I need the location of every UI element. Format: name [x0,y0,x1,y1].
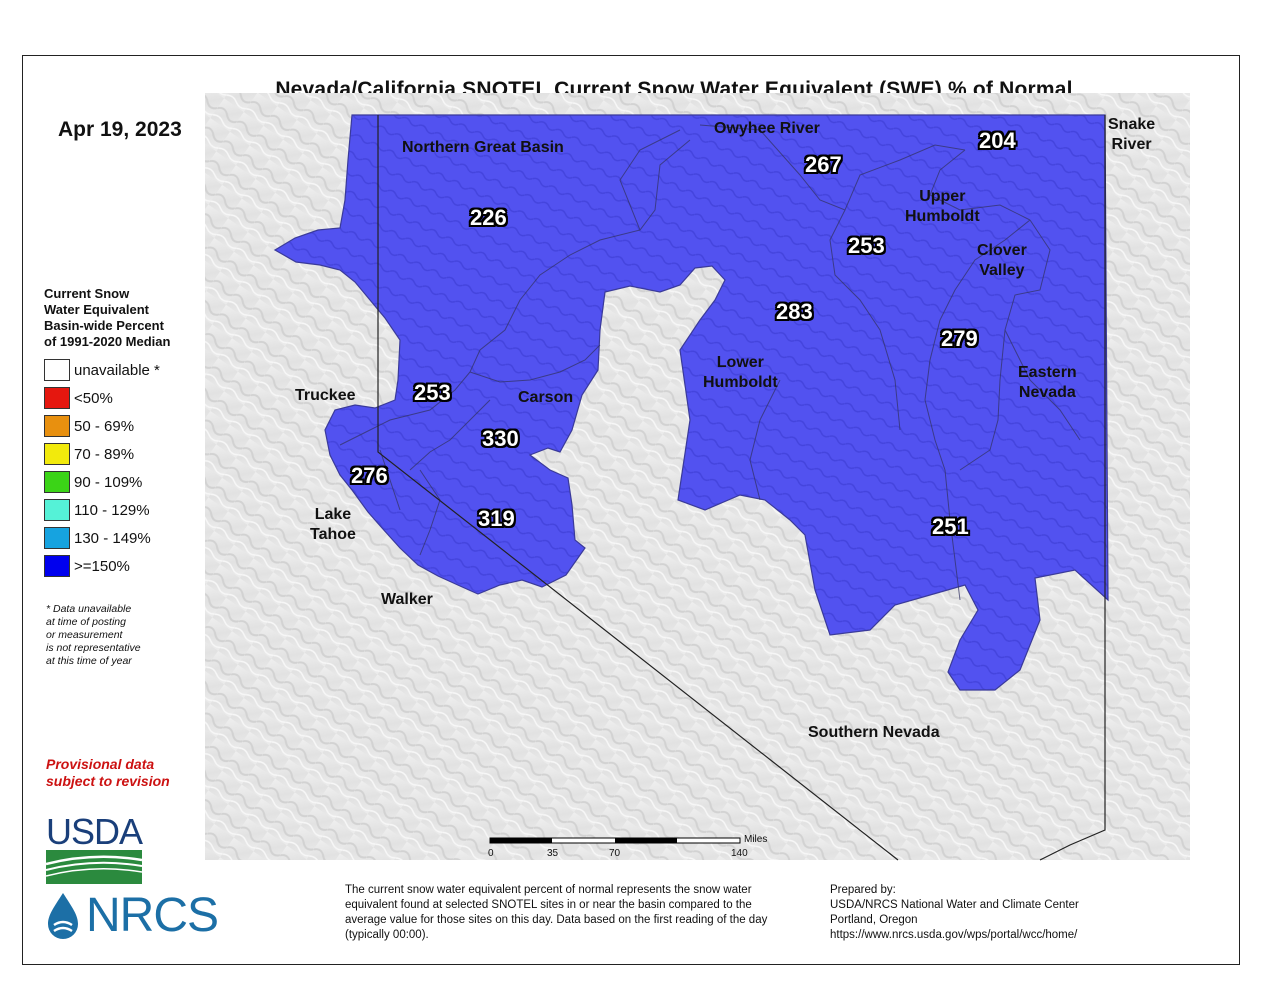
map-date: Apr 19, 2023 [58,118,182,141]
basin-label-clover-valley: Clover Valley [977,242,1027,279]
legend-item-70-89: 70 - 89% [44,440,214,468]
provisional-notice: Provisional data subject to revision [46,756,170,789]
footer-description: The current snow water equivalent percen… [345,884,768,941]
legend-note: * Data unavailable at time of posting or… [46,603,141,667]
basin-label-upper-humboldt: Upper Humboldt [905,188,980,225]
prepared-city: Portland, Oregon [830,914,918,926]
nrcs-logo: NRCS [44,888,219,943]
legend-item-110-129: 110 - 129% [44,496,214,524]
legend: Current Snow Water Equivalent Basin-wide… [44,286,214,580]
scale-tick: 35 [547,848,559,859]
basin-value-truckee[interactable]: 253 [414,380,451,405]
usda-logo: USDA [45,811,146,889]
legend-swatch [44,415,70,437]
basin-label-walker: Walker [381,591,433,608]
basin-value-lower-humboldt[interactable]: 283 [776,299,813,324]
scale-tick: 0 [488,848,494,859]
basin-value-lake-tahoe[interactable]: 276 [351,463,388,488]
basin-label-southern-nevada: Southern Nevada [808,724,940,741]
basin-label-lake-tahoe: Lake Tahoe [310,506,356,543]
basin-label-owyhee-river: Owyhee River [714,120,820,137]
legend-item-unavailable: unavailable * [44,356,214,384]
usda-field-icon [45,850,143,884]
legend-swatch [44,499,70,521]
basin-label-lower-humboldt: Lower Humboldt [703,354,778,391]
map-frame [22,55,1240,965]
legend-item-50-69: 50 - 69% [44,412,214,440]
snotel-basins-region[interactable] [273,114,1109,691]
prepared-org: USDA/NRCS National Water and Climate Cen… [830,899,1079,911]
legend-label: 110 - 129% [74,501,150,519]
legend-swatch [44,443,70,465]
scale-tick: 140 [731,848,748,859]
state-boundaries [377,115,1106,861]
basin-boundaries [339,124,1081,601]
nrcs-logo-text: NRCS [86,889,219,942]
basin-value-northern-great-basin[interactable]: 226 [470,205,507,230]
basin-value-owyhee-river[interactable]: 267 [805,152,842,177]
basin-value-eastern-nevada[interactable]: 279 [941,326,978,351]
legend-swatch [44,359,70,381]
legend-swatch [44,471,70,493]
legend-label: 70 - 89% [74,445,135,463]
prepared-by: Prepared by: USDA/NRCS National Water an… [830,883,1150,943]
scale-unit: Miles [744,834,768,845]
prepared-heading: Prepared by: [830,884,896,896]
legend-title: Current Snow Water Equivalent Basin-wide… [44,286,171,349]
legend-item-gte150: >=150% [44,552,214,580]
basin-value-snake-river[interactable]: 204 [979,128,1016,153]
legend-item-90-109: 90 - 109% [44,468,214,496]
legend-label: 50 - 69% [74,417,135,435]
legend-swatch [44,387,70,409]
legend-item-lt50: <50% [44,384,214,412]
basin-value-southern-nevada[interactable]: 251 [932,514,969,539]
basin-label-snake-river: Snake River [1108,116,1156,153]
legend-label: unavailable * [74,361,160,379]
basin-label-eastern-nevada: Eastern Nevada [1018,364,1077,401]
legend-label: 90 - 109% [74,473,143,491]
basin-label-northern-great-basin: Northern Great Basin [402,139,564,156]
scale-bar-graphic [489,837,741,844]
basin-value-upper-humboldt[interactable]: 253 [848,233,885,258]
prepared-url[interactable]: https://www.nrcs.usda.gov/wps/portal/wcc… [830,929,1078,941]
legend-swatch [44,555,70,577]
basin-label-carson: Carson [518,389,574,406]
legend-label: <50% [74,389,113,407]
legend-swatch [44,527,70,549]
usda-logo-text: USDA [46,811,143,852]
legend-item-130-149: 130 - 149% [44,524,214,552]
legend-label: >=150% [74,557,130,575]
basin-value-walker[interactable]: 319 [478,506,515,531]
legend-label: 130 - 149% [74,529,151,547]
basin-value-carson[interactable]: 330 [482,426,519,451]
basin-label-truckee: Truckee [295,387,356,404]
scale-tick: 70 [609,848,621,859]
water-drop-icon [48,892,78,939]
